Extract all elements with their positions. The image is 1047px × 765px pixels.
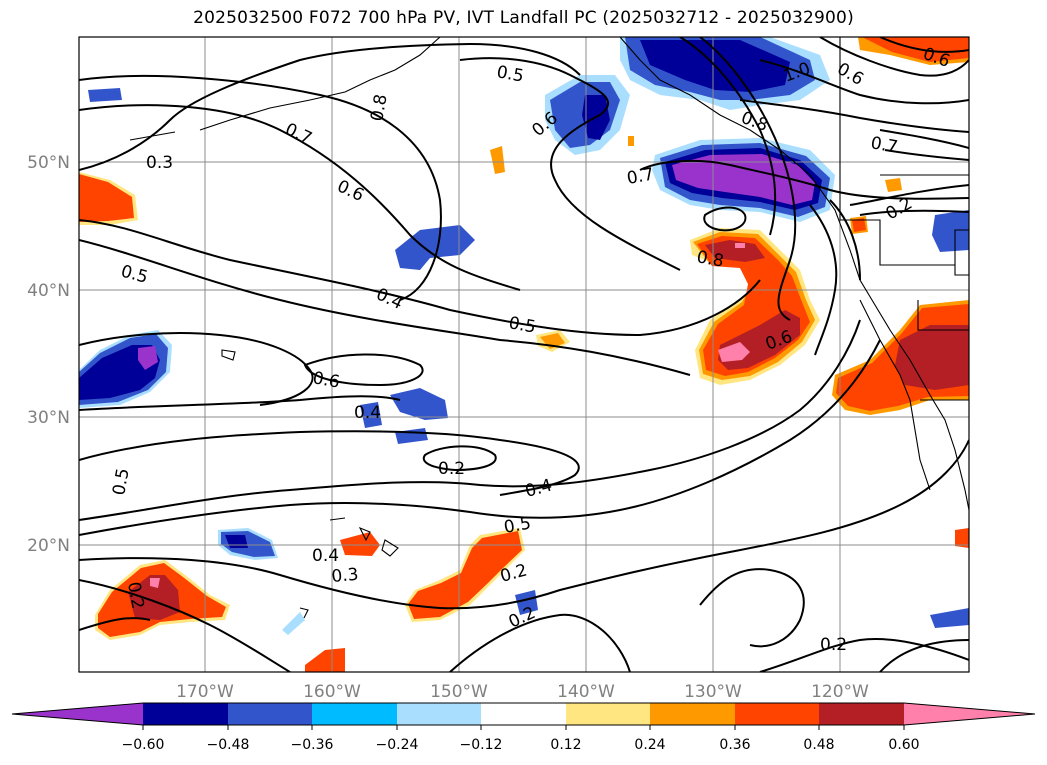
ivt-fill-layer <box>79 37 969 672</box>
contour-label: 0.8 <box>367 93 391 123</box>
lon-label: 120°W <box>811 682 869 702</box>
colorbar-segment <box>143 703 228 725</box>
colorbar-tick-label: 0.48 <box>803 737 834 753</box>
contour-label: 0.3 <box>331 565 360 587</box>
colorbar-segment <box>228 703 312 725</box>
contour-label: 0.6 <box>311 368 341 392</box>
lat-label: 30°N <box>27 408 70 428</box>
lon-label: 150°W <box>430 682 488 702</box>
contour-label: 0.4 <box>312 546 339 566</box>
contour-label: 0.2 <box>123 580 147 610</box>
colorbar-segment <box>312 703 397 725</box>
colorbar-tick-label: −0.60 <box>122 737 165 753</box>
lon-label: 160°W <box>303 682 361 702</box>
colorbar-tick-label: 0.60 <box>888 737 919 753</box>
contour-label: 0.3 <box>146 153 173 173</box>
contour-label: 0.2 <box>820 635 847 655</box>
contour-label: 0.7 <box>625 165 655 189</box>
colorbar-segment <box>650 703 735 725</box>
colorbar-segment <box>819 703 904 725</box>
colorbar-segment <box>566 703 650 725</box>
contour-label: 0.5 <box>109 467 133 497</box>
lon-labels: 170°W 160°W 150°W 140°W 130°W 120°W <box>176 682 869 702</box>
colorbar-segment <box>481 703 566 725</box>
colorbar-tick-label: 0.36 <box>719 737 750 753</box>
contour-label: 0.2 <box>438 459 465 479</box>
lat-label: 20°N <box>27 536 70 556</box>
contour-label: 0.5 <box>495 62 525 86</box>
colorbar-tick-label: −0.24 <box>376 737 419 753</box>
contour-label: 0.4 <box>354 403 381 423</box>
contour-label: 0.5 <box>507 313 537 337</box>
lat-label: 50°N <box>27 153 70 173</box>
lat-label: 40°N <box>27 281 70 301</box>
lat-labels: 50°N 40°N 30°N 20°N <box>27 153 70 556</box>
lon-label: 130°W <box>684 682 742 702</box>
positive-region-hawaii <box>340 532 380 556</box>
colorbar-tick-label: −0.36 <box>291 737 334 753</box>
colorbar-tick-label: −0.48 <box>207 737 250 753</box>
colorbar-segment <box>735 703 819 725</box>
lon-label: 170°W <box>176 682 234 702</box>
colorbar-tick-label: 0.12 <box>550 737 581 753</box>
pv-contours <box>79 37 969 672</box>
colorbar-tick-label: 0.24 <box>634 737 665 753</box>
colorbar-tick-label: −0.12 <box>460 737 503 753</box>
colorbar-segment <box>397 703 481 725</box>
colorbar-extend-low <box>12 703 143 725</box>
map-title: 2025032500 F072 700 hPa PV, IVT Landfall… <box>193 8 854 28</box>
colorbar: −0.60 −0.48 −0.36 −0.24 −0.12 0.12 0.24 … <box>11 702 1036 753</box>
map-frame <box>78 36 970 673</box>
contour-label: 0.8 <box>695 247 725 271</box>
colorbar-extend-high <box>904 703 1035 725</box>
map-background <box>79 37 969 672</box>
contour-label: 0.7 <box>869 133 899 157</box>
contour-label: 0.5 <box>502 514 532 538</box>
lon-label: 140°W <box>557 682 615 702</box>
